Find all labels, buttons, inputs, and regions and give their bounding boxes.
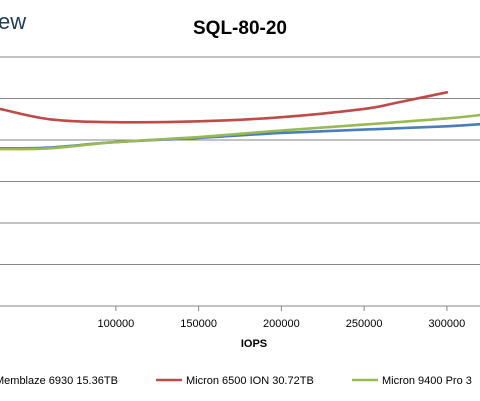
x-tick-label: 250000: [346, 318, 383, 330]
legend-label-2: Micron 6500 ION 30.72TB: [186, 375, 314, 387]
series-line-1: [0, 122, 480, 150]
legend: Memblaze 6930 15.36TB Micron 6500 ION 30.…: [0, 375, 472, 387]
legend-label-3: Micron 9400 Pro 3: [382, 375, 472, 387]
series-lines: [0, 91, 480, 151]
legend-label-1: Memblaze 6930 15.36TB: [0, 375, 118, 387]
gridlines: [0, 56, 480, 265]
x-tick-label: 150000: [180, 318, 217, 330]
x-axis-label: IOPS: [241, 338, 267, 350]
x-tick-labels: 100000 150000 200000 250000 300000: [98, 318, 466, 330]
chart-title: SQL-80-20: [193, 18, 287, 39]
series-line-2: [0, 91, 449, 124]
x-tick-label: 100000: [98, 318, 135, 330]
series-line-3: [0, 113, 480, 151]
axes: [0, 305, 480, 311]
x-tick-label: 300000: [429, 318, 466, 330]
x-tick-label: 200000: [263, 318, 300, 330]
brand-logo-fragment: ew: [0, 9, 26, 34]
